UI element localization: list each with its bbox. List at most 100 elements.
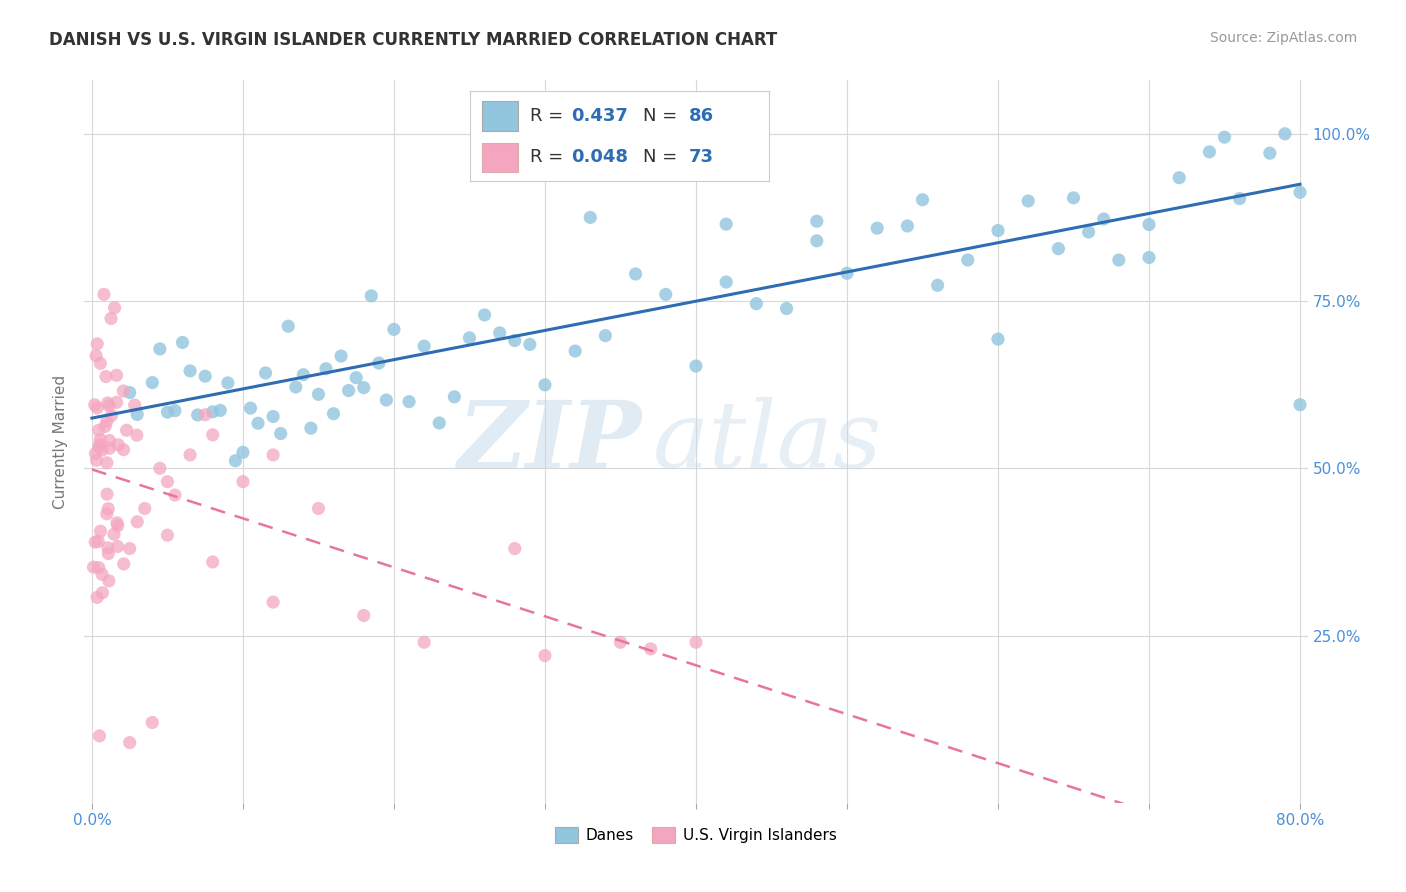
Point: [141, 715, 163, 730]
Point: [315, 361, 337, 376]
Point: [685, 635, 707, 649]
Point: [97, 547, 120, 561]
Point: [125, 428, 148, 442]
Point: [330, 349, 353, 363]
Point: [262, 409, 284, 424]
Point: [519, 337, 541, 351]
Point: [1258, 146, 1281, 161]
Point: [307, 387, 329, 401]
Point: [83, 398, 105, 412]
Text: DANISH VS U.S. VIRGIN ISLANDER CURRENTLY MARRIED CORRELATION CHART: DANISH VS U.S. VIRGIN ISLANDER CURRENTLY…: [49, 31, 778, 49]
Point: [367, 356, 389, 370]
Point: [360, 289, 382, 303]
Point: [217, 376, 239, 390]
Point: [382, 322, 405, 336]
Point: [86, 453, 108, 467]
Point: [247, 416, 270, 430]
Point: [1047, 242, 1070, 256]
Point: [134, 501, 156, 516]
Point: [474, 308, 496, 322]
Point: [896, 219, 918, 233]
Point: [488, 326, 510, 340]
Point: [1229, 192, 1251, 206]
Point: [97, 396, 120, 410]
Point: [714, 275, 737, 289]
Point: [89, 433, 111, 447]
Point: [609, 635, 631, 649]
Point: [1289, 398, 1312, 412]
Point: [91, 567, 114, 582]
Point: [105, 368, 128, 383]
Point: [443, 390, 465, 404]
Point: [127, 408, 149, 422]
Point: [987, 223, 1010, 237]
Point: [90, 443, 112, 458]
Point: [84, 446, 107, 460]
Point: [375, 392, 398, 407]
Point: [1289, 186, 1312, 200]
Point: [89, 437, 111, 451]
Point: [956, 252, 979, 267]
Point: [112, 442, 135, 457]
Point: [107, 540, 129, 554]
Point: [458, 331, 481, 345]
Point: [115, 423, 138, 437]
Point: [564, 344, 586, 359]
Text: Source: ZipAtlas.com: Source: ZipAtlas.com: [1209, 31, 1357, 45]
Point: [292, 368, 315, 382]
Point: [89, 524, 111, 538]
Point: [149, 461, 172, 475]
Point: [96, 456, 118, 470]
Point: [103, 301, 125, 315]
Point: [413, 635, 436, 649]
Point: [624, 267, 647, 281]
Point: [96, 487, 118, 501]
Point: [89, 356, 111, 370]
Legend: Danes, U.S. Virgin Islanders: Danes, U.S. Virgin Islanders: [550, 822, 842, 849]
Point: [427, 416, 450, 430]
Point: [201, 555, 224, 569]
Point: [89, 729, 111, 743]
Point: [1198, 145, 1220, 159]
Point: [201, 405, 224, 419]
Point: [224, 454, 246, 468]
Point: [87, 441, 110, 455]
Point: [1077, 225, 1099, 239]
Point: [194, 369, 217, 384]
Point: [1274, 127, 1296, 141]
Point: [127, 515, 149, 529]
Point: [579, 211, 602, 225]
Point: [987, 332, 1010, 346]
Point: [1108, 253, 1130, 268]
Point: [595, 328, 617, 343]
Point: [179, 364, 201, 378]
Point: [84, 535, 107, 549]
Point: [172, 335, 194, 350]
Point: [835, 266, 858, 280]
Point: [97, 574, 120, 588]
Point: [1017, 194, 1039, 208]
Point: [209, 403, 232, 417]
Point: [1063, 191, 1085, 205]
Point: [156, 528, 179, 542]
Point: [105, 395, 128, 409]
Point: [83, 560, 105, 574]
Point: [98, 399, 121, 413]
Point: [98, 434, 121, 448]
Y-axis label: Currently Married: Currently Married: [53, 375, 69, 508]
Point: [254, 366, 277, 380]
Point: [775, 301, 797, 316]
Point: [118, 735, 141, 749]
Point: [187, 408, 209, 422]
Point: [277, 319, 299, 334]
Point: [262, 595, 284, 609]
Point: [534, 648, 557, 663]
Point: [270, 426, 292, 441]
Point: [232, 445, 254, 459]
Point: [97, 541, 120, 555]
Point: [84, 349, 107, 363]
Point: [107, 518, 129, 533]
Point: [640, 642, 662, 657]
Point: [1092, 212, 1115, 227]
Point: [1213, 130, 1236, 145]
